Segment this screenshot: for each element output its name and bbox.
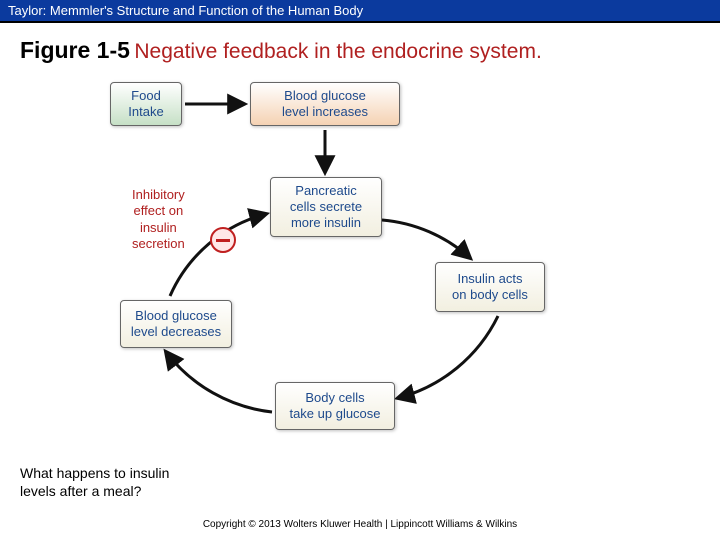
figure-number: Figure 1-5 bbox=[20, 37, 130, 63]
node-pancreatic-cells: Pancreaticcells secretemore insulin bbox=[270, 177, 382, 237]
inhibitory-label: Inhibitoryeffect oninsulinsecretion bbox=[132, 187, 185, 252]
node-cells-uptake: Body cellstake up glucose bbox=[275, 382, 395, 430]
node-glucose-decreases: Blood glucoselevel decreases bbox=[120, 300, 232, 348]
minus-icon bbox=[210, 227, 236, 253]
figure-heading: Figure 1-5 Negative feedback in the endo… bbox=[0, 23, 720, 72]
diagram-area: FoodIntake Blood glucoselevel increases … bbox=[0, 72, 720, 472]
node-insulin-acts: Insulin actson body cells bbox=[435, 262, 545, 312]
figure-caption: Negative feedback in the endocrine syste… bbox=[134, 40, 541, 63]
question-text: What happens to insulinlevels after a me… bbox=[20, 464, 169, 500]
copyright-text: Copyright © 2013 Wolters Kluwer Health |… bbox=[0, 519, 720, 530]
node-glucose-increases: Blood glucoselevel increases bbox=[250, 82, 400, 126]
node-food-intake: FoodIntake bbox=[110, 82, 182, 126]
title-bar: Taylor: Memmler's Structure and Function… bbox=[0, 0, 720, 23]
